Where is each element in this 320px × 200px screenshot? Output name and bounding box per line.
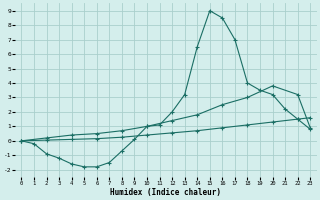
X-axis label: Humidex (Indice chaleur): Humidex (Indice chaleur) <box>110 188 221 197</box>
